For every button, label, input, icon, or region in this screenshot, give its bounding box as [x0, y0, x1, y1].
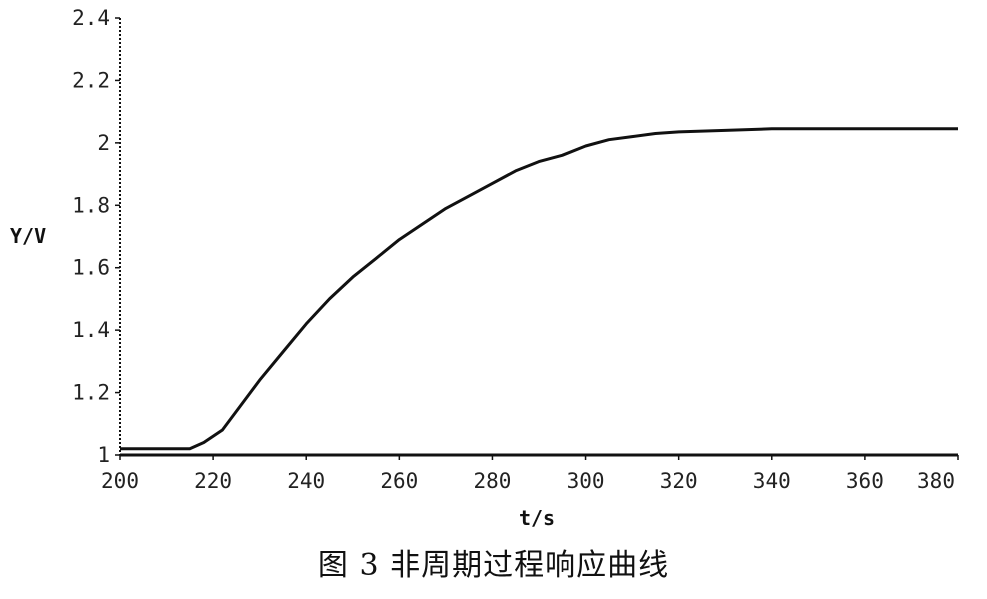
- y-tick-label: 2: [97, 131, 110, 155]
- x-tick-label: 300: [567, 469, 605, 493]
- y-tick-label: 1.4: [72, 318, 110, 342]
- y-tick-label: 2.4: [72, 6, 110, 30]
- x-tick-label: 200: [101, 469, 139, 493]
- x-tick-label: 280: [473, 469, 511, 493]
- y-tick-label: 2.2: [72, 68, 110, 92]
- response-curve-line: [120, 127, 958, 451]
- x-axis-title: t/s: [519, 506, 555, 530]
- x-tick-label: 320: [660, 469, 698, 493]
- response-curve-chart: 1 1.2 1.4 1.6 1.8 2 2.2 2.4 200 220 240 260 280 300 3…: [10, 6, 959, 530]
- y-tick-label: 1.8: [72, 193, 110, 217]
- x-tick-label: 240: [287, 469, 325, 493]
- y-tick-label: 1.6: [72, 256, 110, 280]
- figure-caption: 图 3 非周期过程响应曲线: [317, 548, 670, 583]
- y-tick-label: 1.2: [72, 381, 110, 405]
- x-tick-label: 260: [380, 469, 418, 493]
- series-layer: [120, 127, 958, 451]
- x-tick-label: 220: [194, 469, 232, 493]
- x-tick-label: 340: [753, 469, 791, 493]
- y-axis-title: Y/V: [10, 224, 46, 248]
- x-tick-label: 380: [917, 469, 955, 493]
- x-axis-ticks: 200 220 240 260 280 300 320 340 360 380: [101, 455, 959, 493]
- y-axis-ticks: 1 1.2 1.4 1.6 1.8 2 2.2 2.4: [72, 6, 120, 467]
- x-tick-label: 360: [846, 469, 884, 493]
- y-tick-label: 1: [97, 443, 110, 467]
